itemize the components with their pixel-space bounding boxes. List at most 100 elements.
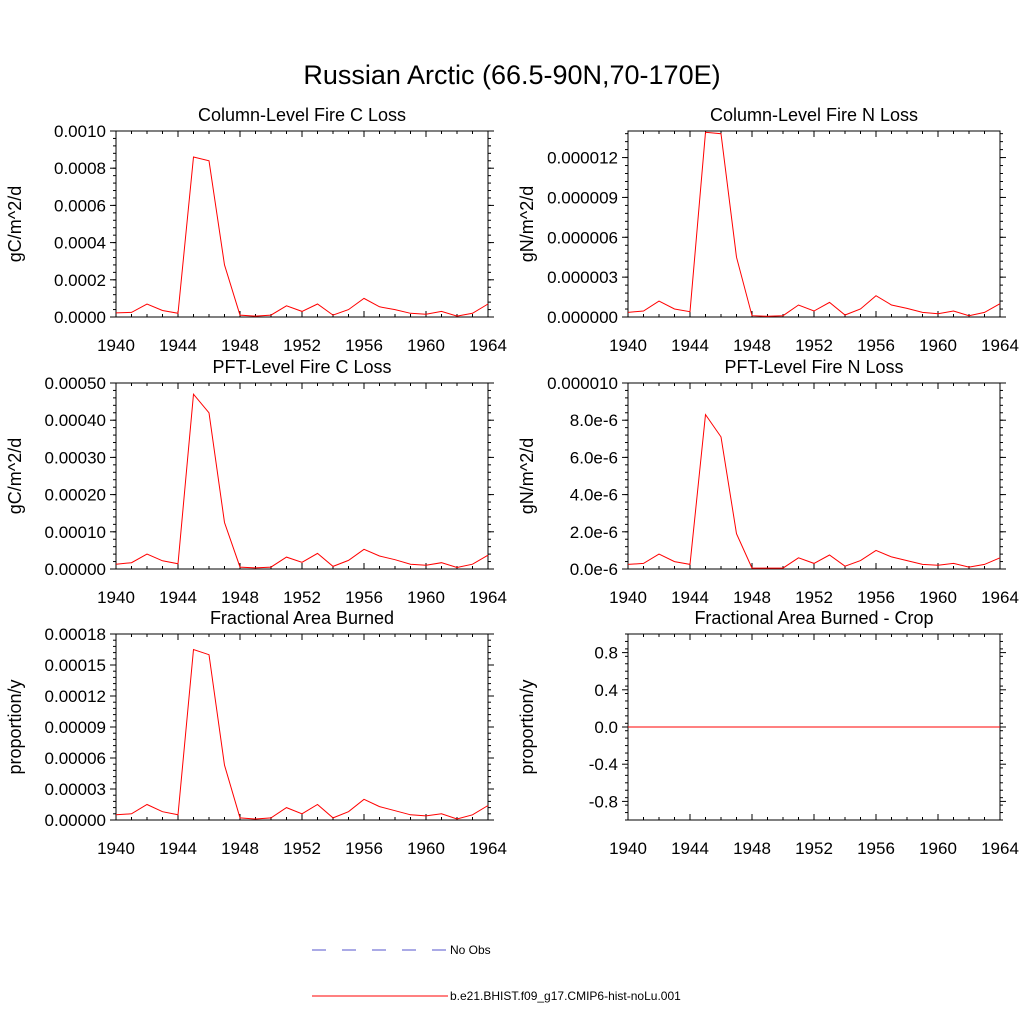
- x-tick-label: 1944: [159, 839, 197, 858]
- plot-frame: [115, 130, 489, 318]
- x-tick-label: 1944: [671, 839, 709, 858]
- y-tick-label: 0.00003: [45, 780, 106, 799]
- chart-panel-fractional-area-burned: Fractional Area Burned 1940 1944 1948 1952 19…: [5, 608, 507, 858]
- x-tick-label: 1956: [345, 336, 383, 355]
- x-tick-label: 1944: [671, 336, 709, 355]
- x-tick-label: 1964: [981, 588, 1019, 607]
- series-line: [627, 413, 1001, 569]
- series-line: [627, 131, 1001, 317]
- x-tick-label: 1952: [283, 336, 321, 355]
- y-tick-label: 0.0008: [54, 159, 106, 178]
- y-axis-label: proportion/y: [517, 679, 537, 774]
- x-tick-label: 1940: [609, 839, 647, 858]
- x-tick-label: 1960: [407, 336, 445, 355]
- series-line: [115, 392, 489, 569]
- y-tick-label: 0.00018: [45, 625, 106, 644]
- y-axis-label: proportion/y: [5, 679, 25, 774]
- x-tick-label: 1964: [469, 336, 507, 355]
- y-tick-label: 0.000006: [547, 228, 618, 247]
- panel-title: Fractional Area Burned: [210, 608, 394, 628]
- x-tick-label: 1960: [919, 336, 957, 355]
- x-tick-label: 1944: [159, 336, 197, 355]
- x-tick-label: 1948: [221, 588, 259, 607]
- x-tick-label: 1956: [857, 839, 895, 858]
- y-tick-label: 0.00006: [45, 749, 106, 768]
- panel-title: Column-Level Fire C Loss: [198, 105, 406, 125]
- y-tick-label: -0.4: [589, 755, 618, 774]
- x-tick-label: 1940: [97, 839, 135, 858]
- chart-panel-column-level-fire-c-loss: Column-Level Fire C Loss 1940 1944 1948 1952…: [5, 105, 507, 355]
- plot-frame: [115, 633, 489, 821]
- y-tick-label: 0.000010: [547, 374, 618, 393]
- legend: No Obs b.e21.BHIST.f09_g17.CMIP6-hist-no…: [312, 943, 681, 1003]
- x-tick-label: 1948: [221, 839, 259, 858]
- y-tick-label: 0.000009: [547, 188, 618, 207]
- x-tick-label: 1960: [407, 839, 445, 858]
- y-tick-label: 0.00040: [45, 411, 106, 430]
- panel-title: Fractional Area Burned - Crop: [694, 608, 933, 628]
- y-tick-label: 2.0e-6: [570, 523, 618, 542]
- figure-title: Russian Arctic (66.5-90N,70-170E): [303, 60, 720, 90]
- y-tick-label: 0.0002: [54, 271, 106, 290]
- y-tick-label: 0.0010: [54, 122, 106, 141]
- plot-frame: [115, 382, 489, 570]
- y-tick-label: 0.0e-6: [570, 560, 618, 579]
- y-axis-label: gN/m^2/d: [517, 438, 537, 514]
- x-tick-label: 1940: [609, 336, 647, 355]
- y-tick-label: 0.00030: [45, 448, 106, 467]
- x-tick-label: 1944: [159, 588, 197, 607]
- x-tick-label: 1944: [671, 588, 709, 607]
- legend-label-no-obs: No Obs: [450, 943, 491, 957]
- x-tick-label: 1940: [97, 336, 135, 355]
- x-tick-label: 1964: [469, 839, 507, 858]
- x-tick-label: 1952: [283, 588, 321, 607]
- series-line: [115, 648, 489, 820]
- x-tick-label: 1956: [857, 588, 895, 607]
- x-tick-label: 1960: [407, 588, 445, 607]
- y-tick-label: 0.000012: [547, 149, 618, 168]
- x-tick-label: 1940: [97, 588, 135, 607]
- y-tick-label: 0.00020: [45, 486, 106, 505]
- panel-title: PFT-Level Fire N Loss: [724, 357, 903, 377]
- y-axis-label: gC/m^2/d: [5, 186, 25, 262]
- y-tick-label: 0.00000: [45, 560, 106, 579]
- y-axis-label: gN/m^2/d: [517, 186, 537, 262]
- x-tick-label: 1948: [221, 336, 259, 355]
- y-axis-label: gC/m^2/d: [5, 438, 25, 514]
- y-tick-label: 0.000003: [547, 268, 618, 287]
- y-tick-label: 6.0e-6: [570, 448, 618, 467]
- series-line: [115, 156, 489, 317]
- chart-panel-pft-level-fire-c-loss: PFT-Level Fire C Loss 1940 1944 1948 1952 195…: [5, 357, 507, 607]
- y-tick-label: 0.8: [594, 644, 618, 663]
- x-tick-label: 1948: [733, 336, 771, 355]
- x-tick-label: 1956: [345, 839, 383, 858]
- y-tick-label: 0.00000: [45, 811, 106, 830]
- x-tick-label: 1948: [733, 839, 771, 858]
- chart-panel-fractional-area-burned-crop: Fractional Area Burned - Crop 1940 1944 194…: [517, 608, 1019, 858]
- y-tick-label: 0.0006: [54, 196, 106, 215]
- x-tick-label: 1952: [795, 839, 833, 858]
- y-tick-label: 0.000000: [547, 308, 618, 327]
- chart-panel-pft-level-fire-n-loss: PFT-Level Fire N Loss 1940 1944 1948 1952 195…: [517, 357, 1019, 607]
- plot-frame: [627, 382, 1001, 570]
- x-tick-label: 1964: [981, 839, 1019, 858]
- y-tick-label: 4.0e-6: [570, 486, 618, 505]
- chart-panels: Column-Level Fire C Loss 1940 1944 1948 1952…: [5, 105, 1019, 858]
- y-tick-label: 0.0: [594, 718, 618, 737]
- y-tick-label: 0.4: [594, 681, 618, 700]
- chart-panel-column-level-fire-n-loss: Column-Level Fire N Loss 1940 1944 1948 1952…: [517, 105, 1019, 355]
- x-tick-label: 1940: [609, 588, 647, 607]
- x-tick-label: 1952: [795, 588, 833, 607]
- y-tick-label: 0.0000: [54, 308, 106, 327]
- y-tick-label: 0.00050: [45, 374, 106, 393]
- y-tick-label: 8.0e-6: [570, 411, 618, 430]
- y-tick-label: 0.00010: [45, 523, 106, 542]
- plot-frame: [627, 130, 1001, 318]
- x-tick-label: 1956: [345, 588, 383, 607]
- x-tick-label: 1956: [857, 336, 895, 355]
- x-tick-label: 1952: [283, 839, 321, 858]
- x-tick-label: 1964: [469, 588, 507, 607]
- y-tick-label: -0.8: [589, 792, 618, 811]
- x-tick-label: 1960: [919, 839, 957, 858]
